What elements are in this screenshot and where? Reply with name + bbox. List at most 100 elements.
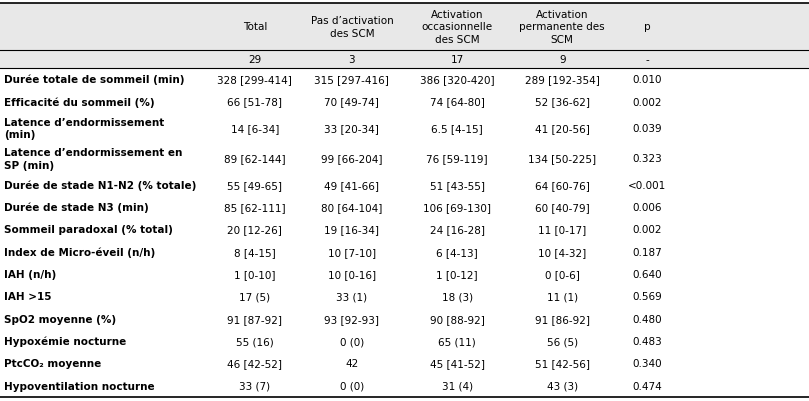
Text: 42: 42 — [345, 358, 358, 369]
Text: 328 [299-414]: 328 [299-414] — [218, 75, 292, 85]
Text: Total: Total — [243, 22, 267, 32]
Bar — [0, 196, 809, 219]
Text: 0.010: 0.010 — [633, 75, 662, 85]
Text: Efficacité du sommeil (%): Efficacité du sommeil (%) — [4, 97, 155, 107]
Text: 18 (3): 18 (3) — [442, 292, 472, 302]
Text: 80 [64-104]: 80 [64-104] — [321, 203, 383, 213]
Text: 24 [16-28]: 24 [16-28] — [430, 225, 485, 235]
Bar — [0, 219, 809, 241]
Text: Durée de stade N1-N2 (% totale): Durée de stade N1-N2 (% totale) — [4, 180, 197, 190]
Text: 49 [41-66]: 49 [41-66] — [324, 180, 379, 190]
Text: 51 [43-55]: 51 [43-55] — [430, 180, 485, 190]
Text: -: - — [646, 55, 649, 65]
Text: 1 [0-12]: 1 [0-12] — [436, 269, 478, 279]
Text: 0 (0): 0 (0) — [340, 336, 364, 346]
Bar — [0, 330, 809, 352]
Text: 70 [49-74]: 70 [49-74] — [324, 97, 379, 107]
Text: 85 [62-111]: 85 [62-111] — [224, 203, 286, 213]
Text: 64 [60-76]: 64 [60-76] — [535, 180, 590, 190]
Text: 0.006: 0.006 — [633, 203, 662, 213]
Text: 60 [40-79]: 60 [40-79] — [535, 203, 590, 213]
Bar — [0, 69, 809, 91]
Text: 43 (3): 43 (3) — [547, 381, 578, 391]
Text: 0.002: 0.002 — [633, 225, 662, 235]
Text: 106 [69-130]: 106 [69-130] — [423, 203, 491, 213]
Text: <0.001: <0.001 — [628, 180, 667, 190]
Text: 9: 9 — [559, 55, 565, 65]
Text: 0.187: 0.187 — [633, 247, 662, 257]
Text: 8 [4-15]: 8 [4-15] — [234, 247, 276, 257]
Text: SpO2 moyenne (%): SpO2 moyenne (%) — [4, 314, 116, 324]
Bar — [0, 91, 809, 113]
Text: 33 (7): 33 (7) — [239, 381, 270, 391]
Text: 41 [20-56]: 41 [20-56] — [535, 124, 590, 134]
Bar — [0, 144, 809, 174]
Text: Latence d’endormissement en
SP (min): Latence d’endormissement en SP (min) — [4, 148, 182, 170]
Text: Activation
permanente des
SCM: Activation permanente des SCM — [519, 10, 605, 45]
Text: 0.002: 0.002 — [633, 97, 662, 107]
Text: 315 [297-416]: 315 [297-416] — [315, 75, 389, 85]
Text: Activation
occasionnelle
des SCM: Activation occasionnelle des SCM — [421, 10, 493, 45]
Text: 66 [51-78]: 66 [51-78] — [227, 97, 282, 107]
Bar — [0, 308, 809, 330]
Text: 51 [42-56]: 51 [42-56] — [535, 358, 590, 369]
Text: 386 [320-420]: 386 [320-420] — [420, 75, 494, 85]
Bar — [0, 4, 809, 51]
Text: 0.640: 0.640 — [633, 269, 662, 279]
Text: 0.569: 0.569 — [633, 292, 662, 302]
Bar — [0, 174, 809, 196]
Text: p: p — [644, 22, 650, 32]
Text: 91 [87-92]: 91 [87-92] — [227, 314, 282, 324]
Text: 99 [66-204]: 99 [66-204] — [321, 154, 383, 164]
Text: Durée de stade N3 (min): Durée de stade N3 (min) — [4, 203, 149, 213]
Text: IAH (n/h): IAH (n/h) — [4, 269, 57, 279]
Text: 0.483: 0.483 — [633, 336, 662, 346]
Text: 6.5 [4-15]: 6.5 [4-15] — [431, 124, 483, 134]
Bar — [0, 286, 809, 308]
Text: PtcCO₂ moyenne: PtcCO₂ moyenne — [4, 358, 101, 369]
Text: 134 [50-225]: 134 [50-225] — [528, 154, 596, 164]
Text: 6 [4-13]: 6 [4-13] — [436, 247, 478, 257]
Text: 0.474: 0.474 — [633, 381, 662, 391]
Text: 0.480: 0.480 — [633, 314, 662, 324]
Text: Latence d’endormissement
(min): Latence d’endormissement (min) — [4, 117, 164, 140]
Text: 17: 17 — [451, 55, 464, 65]
Text: 20 [12-26]: 20 [12-26] — [227, 225, 282, 235]
Bar — [0, 352, 809, 375]
Text: 0.323: 0.323 — [633, 154, 662, 164]
Text: 0.340: 0.340 — [633, 358, 662, 369]
Text: Sommeil paradoxal (% total): Sommeil paradoxal (% total) — [4, 225, 173, 235]
Text: 289 [192-354]: 289 [192-354] — [525, 75, 599, 85]
Text: 52 [36-62]: 52 [36-62] — [535, 97, 590, 107]
Text: 29: 29 — [248, 55, 261, 65]
Text: Pas d’activation
des SCM: Pas d’activation des SCM — [311, 16, 393, 38]
Text: IAH >15: IAH >15 — [4, 292, 52, 302]
Text: 0.039: 0.039 — [633, 124, 662, 134]
Text: 11 [0-17]: 11 [0-17] — [538, 225, 587, 235]
Text: 55 [49-65]: 55 [49-65] — [227, 180, 282, 190]
Text: 89 [62-144]: 89 [62-144] — [224, 154, 286, 164]
Text: 11 (1): 11 (1) — [547, 292, 578, 302]
Text: 3: 3 — [349, 55, 355, 65]
Bar — [0, 51, 809, 69]
Text: 46 [42-52]: 46 [42-52] — [227, 358, 282, 369]
Text: 33 (1): 33 (1) — [337, 292, 367, 302]
Bar — [0, 263, 809, 286]
Text: 10 [0-16]: 10 [0-16] — [328, 269, 376, 279]
Text: 91 [86-92]: 91 [86-92] — [535, 314, 590, 324]
Text: 1 [0-10]: 1 [0-10] — [234, 269, 276, 279]
Text: 0 (0): 0 (0) — [340, 381, 364, 391]
Text: 76 [59-119]: 76 [59-119] — [426, 154, 488, 164]
Text: 55 (16): 55 (16) — [236, 336, 273, 346]
Text: 93 [92-93]: 93 [92-93] — [324, 314, 379, 324]
Bar — [0, 375, 809, 397]
Text: 14 [6-34]: 14 [6-34] — [231, 124, 279, 134]
Text: 10 [7-10]: 10 [7-10] — [328, 247, 376, 257]
Text: 17 (5): 17 (5) — [239, 292, 270, 302]
Bar — [0, 113, 809, 144]
Text: 65 (11): 65 (11) — [438, 336, 476, 346]
Text: 90 [88-92]: 90 [88-92] — [430, 314, 485, 324]
Text: Hypoventilation nocturne: Hypoventilation nocturne — [4, 381, 155, 391]
Text: Durée totale de sommeil (min): Durée totale de sommeil (min) — [4, 75, 184, 85]
Text: 56 (5): 56 (5) — [547, 336, 578, 346]
